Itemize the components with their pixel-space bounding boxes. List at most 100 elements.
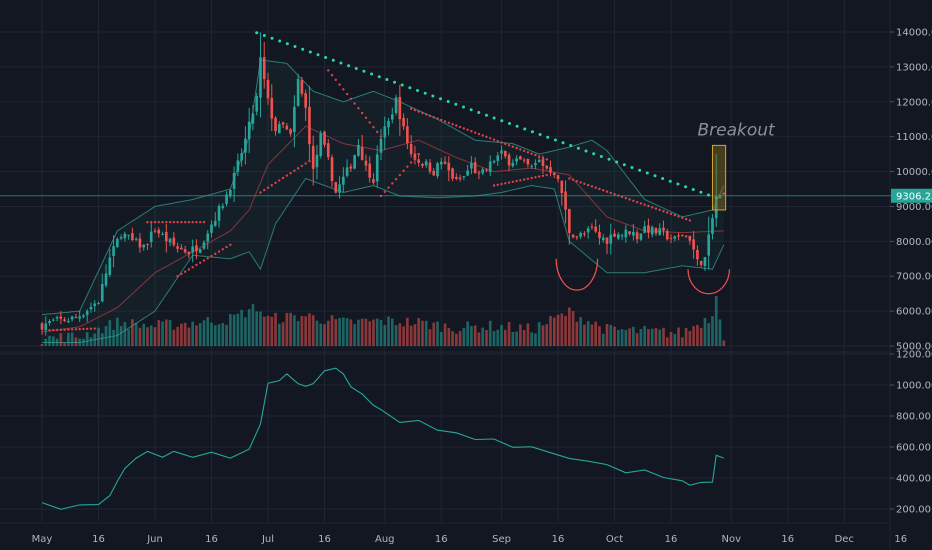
candle-body[interactable] — [616, 234, 620, 239]
candle-body[interactable] — [470, 162, 473, 169]
candle-body[interactable] — [673, 236, 677, 239]
candle-body[interactable] — [530, 165, 533, 167]
candle-body[interactable] — [270, 98, 274, 119]
candle-body[interactable] — [387, 120, 390, 128]
candle-body[interactable] — [285, 125, 289, 130]
candle-body[interactable] — [718, 194, 722, 199]
candle-body[interactable] — [526, 158, 530, 165]
indicator-line[interactable] — [41, 367, 724, 510]
candle-body[interactable] — [134, 238, 138, 240]
candle-body[interactable] — [183, 249, 187, 253]
candle-body[interactable] — [609, 234, 613, 244]
candle-body[interactable] — [511, 162, 515, 167]
candle-body[interactable] — [59, 316, 63, 319]
candle-body[interactable] — [466, 170, 469, 176]
candle-body[interactable] — [281, 122, 285, 125]
candle-body[interactable] — [639, 233, 643, 240]
candle-body[interactable] — [149, 231, 153, 243]
candle-body[interactable] — [319, 133, 323, 157]
candle-body[interactable] — [262, 57, 266, 79]
candle-body[interactable] — [594, 226, 598, 232]
candle-body[interactable] — [296, 79, 300, 106]
candle-body[interactable] — [598, 231, 601, 239]
candle-body[interactable] — [247, 121, 251, 139]
candle-body[interactable] — [236, 160, 240, 172]
candle-body[interactable] — [455, 177, 458, 179]
candle-body[interactable] — [51, 319, 55, 321]
candle-body[interactable] — [364, 160, 368, 166]
candle-body[interactable] — [206, 233, 210, 242]
candle-body[interactable] — [556, 175, 560, 180]
candle-body[interactable] — [624, 229, 628, 238]
candle-body[interactable] — [443, 161, 447, 164]
candle-body[interactable] — [334, 182, 338, 193]
candle-body[interactable] — [323, 131, 326, 145]
candle-body[interactable] — [647, 225, 650, 233]
candle-body[interactable] — [496, 155, 500, 161]
candle-body[interactable] — [681, 235, 684, 237]
candle-body[interactable] — [632, 231, 635, 236]
candle-body[interactable] — [488, 161, 492, 173]
candle-body[interactable] — [198, 249, 202, 253]
candle-body[interactable] — [485, 169, 488, 171]
candle-body[interactable] — [451, 168, 454, 179]
candle-body[interactable] — [503, 150, 507, 157]
candle-body[interactable] — [692, 239, 695, 250]
candle-body[interactable] — [146, 243, 149, 245]
candle-body[interactable] — [677, 235, 680, 237]
candle-body[interactable] — [89, 306, 93, 310]
candle-body[interactable] — [379, 138, 383, 153]
candle-body[interactable] — [696, 249, 699, 260]
candle-body[interactable] — [217, 206, 221, 221]
candle-body[interactable] — [229, 190, 232, 197]
candle-body[interactable] — [311, 145, 315, 169]
candle-body[interactable] — [55, 317, 59, 319]
candle-body[interactable] — [507, 154, 511, 166]
candle-body[interactable] — [161, 233, 164, 235]
candle-body[interactable] — [643, 226, 646, 233]
candle-body[interactable] — [353, 155, 356, 169]
candle-body[interactable] — [620, 235, 624, 237]
candle-body[interactable] — [119, 237, 123, 239]
candle-body[interactable] — [684, 235, 688, 237]
candle-body[interactable] — [164, 231, 168, 242]
candle-body[interactable] — [462, 176, 466, 178]
candle-body[interactable] — [191, 246, 194, 253]
candle-body[interactable] — [202, 242, 206, 249]
candle-body[interactable] — [500, 150, 503, 154]
candle-body[interactable] — [714, 197, 718, 219]
indicator-pane[interactable] — [41, 367, 724, 510]
candle-body[interactable] — [601, 237, 605, 241]
candle-body[interactable] — [244, 138, 247, 153]
candle-body[interactable] — [176, 246, 179, 249]
candle-body[interactable] — [458, 177, 462, 180]
candle-body[interactable] — [575, 236, 579, 238]
candle-body[interactable] — [481, 169, 485, 174]
candle-body[interactable] — [699, 260, 703, 265]
candle-body[interactable] — [383, 126, 387, 138]
candle-body[interactable] — [447, 162, 451, 171]
candle-body[interactable] — [688, 235, 692, 241]
candle-body[interactable] — [492, 161, 496, 163]
candle-body[interactable] — [515, 158, 518, 162]
candle-body[interactable] — [368, 163, 372, 178]
candle-body[interactable] — [180, 247, 183, 250]
candle-body[interactable] — [153, 230, 157, 232]
candle-body[interactable] — [326, 143, 330, 158]
candle-body[interactable] — [654, 228, 658, 234]
candle-body[interactable] — [289, 129, 292, 134]
candle-body[interactable] — [707, 234, 711, 256]
candle-body[interactable] — [277, 124, 281, 134]
candle-body[interactable] — [628, 231, 631, 235]
candle-body[interactable] — [116, 238, 119, 248]
candle-body[interactable] — [394, 97, 398, 114]
candle-body[interactable] — [48, 321, 51, 324]
candlesticks[interactable] — [40, 32, 726, 336]
candle-body[interactable] — [100, 284, 104, 302]
candle-body[interactable] — [93, 303, 97, 307]
candle-body[interactable] — [669, 238, 673, 240]
candle-body[interactable] — [703, 257, 707, 267]
candle-body[interactable] — [473, 162, 477, 174]
candle-body[interactable] — [357, 144, 360, 156]
